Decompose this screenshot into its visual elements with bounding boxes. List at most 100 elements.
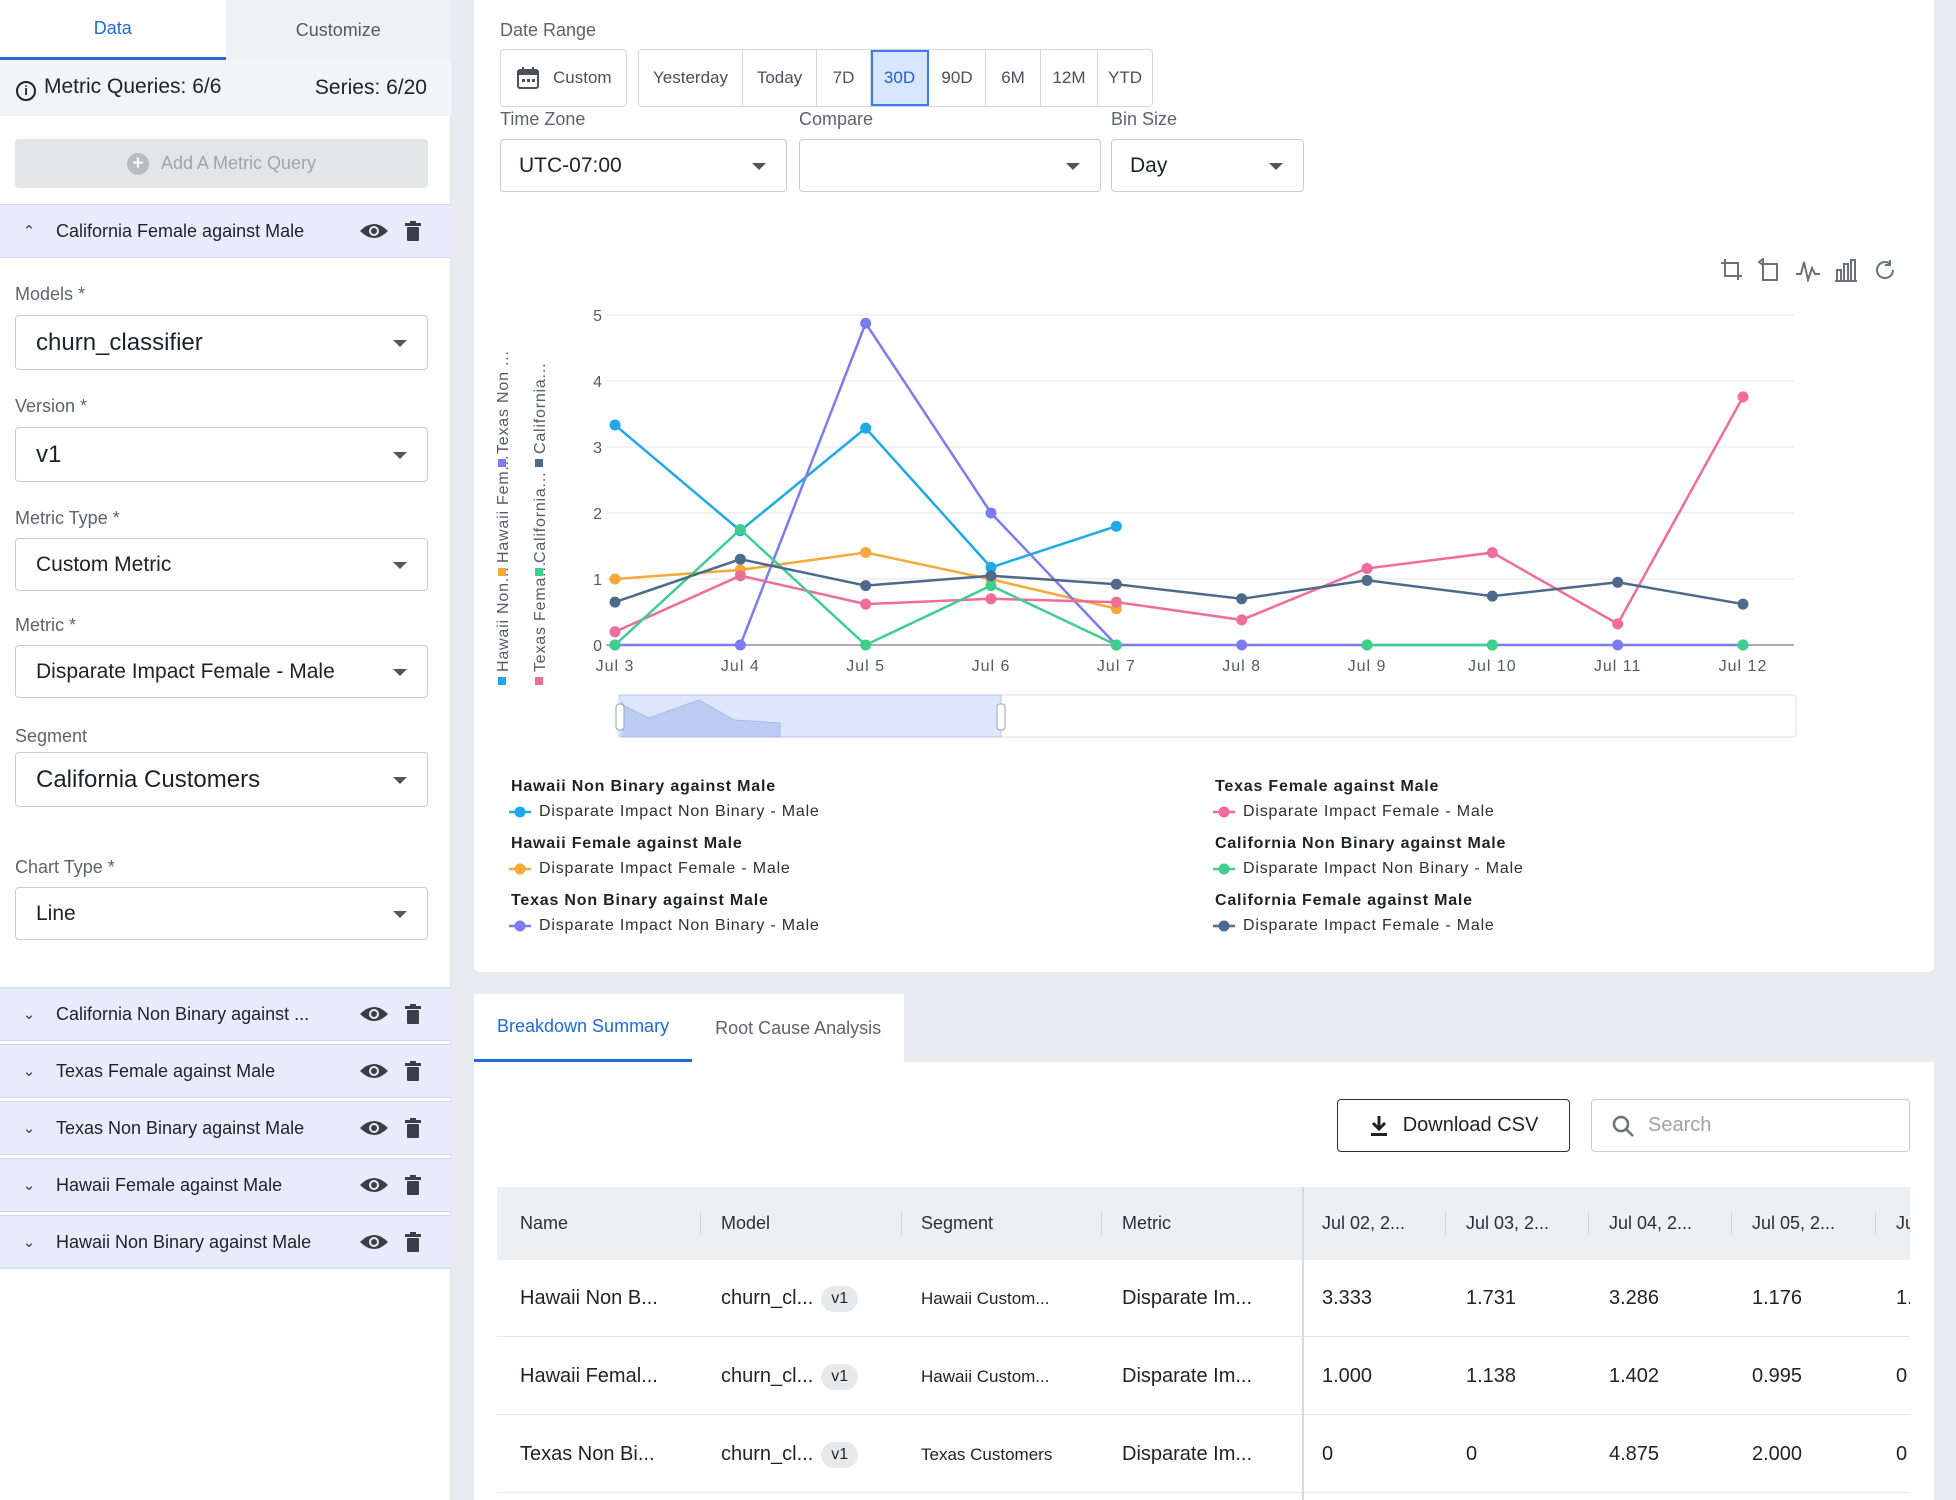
column-divider[interactable] xyxy=(901,1212,902,1235)
cell-metric: Disparate Im... xyxy=(1122,1287,1253,1309)
column-header-date[interactable]: Jul 03, 2... xyxy=(1466,1213,1550,1233)
legend-series-item[interactable]: Disparate Impact Non Binary - Male xyxy=(509,803,820,821)
column-divider[interactable] xyxy=(1731,1212,1732,1235)
trash-icon[interactable] xyxy=(405,1061,421,1081)
eye-icon[interactable] xyxy=(359,1061,389,1081)
range-yesterday-button[interactable]: Yesterday xyxy=(639,50,743,106)
data-point xyxy=(734,639,746,651)
bar-chart-icon[interactable] xyxy=(1834,258,1858,282)
trash-icon[interactable] xyxy=(405,1118,421,1138)
segment-select[interactable]: California Customers xyxy=(15,752,428,807)
chevron-down-icon[interactable]: ⌄ xyxy=(22,1234,36,1251)
caret-down-icon xyxy=(393,561,407,569)
column-divider[interactable] xyxy=(700,1212,701,1235)
column-divider[interactable] xyxy=(1445,1212,1446,1235)
legend-series-item[interactable]: Disparate Impact Non Binary - Male xyxy=(509,917,820,935)
query-row[interactable]: ⌄ California Non Binary against ... xyxy=(0,987,451,1041)
legend-series-title[interactable]: Hawaii Non Binary against Male xyxy=(511,778,776,795)
eye-icon[interactable] xyxy=(359,1175,389,1195)
range-ytd-button[interactable]: YTD xyxy=(1098,50,1152,106)
tab-breakdown-summary[interactable]: Breakdown Summary xyxy=(474,994,693,1062)
legend-series-title[interactable]: Texas Non Binary against Male xyxy=(511,892,769,909)
column-header-metric[interactable]: Metric xyxy=(1122,1213,1171,1233)
query-row[interactable]: ⌄ Texas Female against Male xyxy=(0,1044,451,1098)
column-header-date[interactable]: Jul 02, 2... xyxy=(1322,1213,1406,1233)
query-row[interactable]: ⌄ Hawaii Female against Male xyxy=(0,1158,451,1212)
range-12m-button[interactable]: 12M xyxy=(1041,50,1098,106)
legend-series-item[interactable]: Disparate Impact Female - Male xyxy=(509,860,791,878)
legend-series-title[interactable]: California Female against Male xyxy=(1215,892,1473,909)
panel-tabs: Data Customize xyxy=(0,0,451,60)
trash-icon[interactable] xyxy=(405,221,421,241)
cell-model: churn_cl... v1 xyxy=(721,1416,859,1493)
legend-series-item[interactable]: Disparate Impact Non Binary - Male xyxy=(1213,860,1524,878)
trash-icon[interactable] xyxy=(405,1175,421,1195)
download-csv-button[interactable]: Download CSV xyxy=(1337,1099,1570,1152)
legend-series-item[interactable]: Disparate Impact Female - Male xyxy=(1213,803,1495,821)
column-header-date[interactable]: Ju xyxy=(1896,1213,1910,1233)
legend-series-item[interactable]: Disparate Impact Female - Male xyxy=(1213,917,1495,935)
legend-series-title[interactable]: Hawaii Female against Male xyxy=(511,835,743,852)
column-divider[interactable] xyxy=(1875,1212,1876,1235)
column-divider[interactable] xyxy=(1101,1212,1102,1235)
legend-marker-icon xyxy=(509,863,531,875)
chevron-down-icon[interactable]: ⌄ xyxy=(22,1006,36,1023)
caret-down-icon xyxy=(393,776,407,784)
column-divider[interactable] xyxy=(1588,1212,1589,1235)
column-header-date[interactable]: Jul 04, 2... xyxy=(1609,1213,1693,1233)
trash-icon[interactable] xyxy=(405,1232,421,1252)
range-7d-button[interactable]: 7D xyxy=(817,50,871,106)
table-row[interactable]: Hawaii Femal... churn_cl... v1 Hawaii Cus… xyxy=(497,1338,1910,1415)
tab-data[interactable]: Data xyxy=(0,0,226,60)
range-90d-button[interactable]: 90D xyxy=(929,50,986,106)
x-tick-label: Jul 11 xyxy=(1594,658,1642,675)
table-row[interactable]: Texas Non Bi... churn_cl... v1 Texas Cust… xyxy=(497,1416,1910,1493)
range-30d-button[interactable]: 30D xyxy=(871,50,929,106)
range-today-button[interactable]: Today xyxy=(743,50,817,106)
query-row[interactable]: ⌄ Texas Non Binary against Male xyxy=(0,1101,451,1155)
query-name: Texas Female against Male xyxy=(56,1060,276,1081)
bin-size-select[interactable]: Day xyxy=(1111,139,1304,192)
caret-down-icon xyxy=(393,451,407,459)
models-select[interactable]: churn_classifier xyxy=(15,315,428,370)
cell-value: 2.000 xyxy=(1752,1443,1803,1465)
compare-select[interactable] xyxy=(799,139,1101,192)
range-6m-button[interactable]: 6M xyxy=(986,50,1041,106)
query-row[interactable]: ⌄ Hawaii Non Binary against Male xyxy=(0,1215,451,1269)
version-label: Version * xyxy=(15,396,88,416)
query-row-expanded[interactable]: ⌃ California Female against Male xyxy=(0,204,451,258)
trash-icon[interactable] xyxy=(405,1004,421,1024)
eye-icon[interactable] xyxy=(359,1118,389,1138)
eye-icon[interactable] xyxy=(359,1004,389,1024)
version-select[interactable]: v1 xyxy=(15,427,428,482)
legend-series-title[interactable]: California Non Binary against Male xyxy=(1215,835,1507,852)
cell-value: 0 xyxy=(1896,1443,1908,1465)
metric-type-select[interactable]: Custom Metric xyxy=(15,538,428,591)
eye-icon[interactable] xyxy=(359,1232,389,1252)
chevron-down-icon[interactable]: ⌄ xyxy=(22,1063,36,1080)
eye-icon[interactable] xyxy=(359,221,389,241)
column-header-date[interactable]: Jul 05, 2... xyxy=(1752,1213,1836,1233)
chart-type-select[interactable]: Line xyxy=(15,887,428,940)
chevron-down-icon[interactable]: ⌄ xyxy=(22,1177,36,1194)
chevron-up-icon[interactable]: ⌃ xyxy=(22,223,36,240)
slider-handle-right xyxy=(996,703,1006,731)
undo-zoom-icon[interactable] xyxy=(1757,258,1781,282)
chevron-down-icon[interactable]: ⌄ xyxy=(22,1120,36,1137)
refresh-icon[interactable] xyxy=(1873,258,1897,282)
table-row[interactable]: Hawaii Non B... churn_cl... v1 Hawaii Cus… xyxy=(497,1260,1910,1337)
line-chart-icon[interactable] xyxy=(1795,258,1821,282)
search-input[interactable] xyxy=(1648,1114,1888,1137)
tab-customize[interactable]: Customize xyxy=(295,19,381,40)
metric-select[interactable]: Disparate Impact Female - Male xyxy=(15,645,428,698)
legend-series-title[interactable]: Texas Female against Male xyxy=(1215,778,1440,795)
column-header-segment[interactable]: Segment xyxy=(921,1213,994,1233)
custom-range-button[interactable]: Custom xyxy=(500,49,627,107)
column-header-name[interactable]: Name xyxy=(520,1213,569,1233)
time-zone-select[interactable]: UTC-07:00 xyxy=(500,139,787,192)
column-header-model[interactable]: Model xyxy=(721,1213,771,1233)
add-metric-query-button[interactable]: + Add A Metric Query xyxy=(15,139,428,188)
crop-icon[interactable] xyxy=(1720,258,1744,282)
zoom-slider[interactable] xyxy=(615,694,1797,738)
tab-root-cause-analysis[interactable]: Root Cause Analysis xyxy=(692,994,905,1062)
